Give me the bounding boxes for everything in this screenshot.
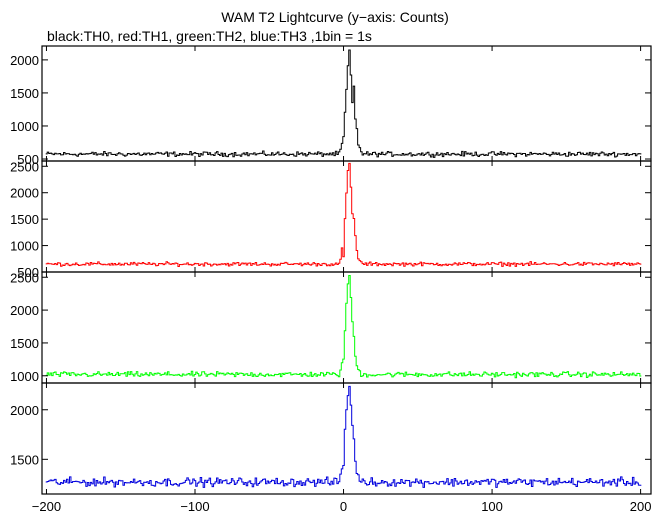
y-tick-label: 500 [17, 265, 39, 280]
panel-frame [41, 382, 652, 495]
panel-frame [41, 271, 652, 384]
y-tick-label: 2500 [10, 270, 39, 285]
y-tick-label: 2000 [10, 53, 39, 68]
y-tick-label: 1500 [10, 336, 39, 351]
series-line-th1 [45, 162, 642, 267]
x-axis: −200 −100 0 100 200 [32, 499, 652, 514]
panel-th2: 1000 1500 2000 2500 [10, 270, 652, 384]
x-tick-label: −200 [32, 499, 61, 514]
series-line-th2 [45, 274, 642, 379]
chart-subtitle: black:TH0, red:TH1, green:TH2, blue:TH3 … [47, 28, 372, 44]
y-tick-label: 1500 [10, 212, 39, 227]
y-tick-label: 1500 [10, 452, 39, 467]
chart-title: WAM T2 Lightcurve (y−axis: Counts) [221, 9, 449, 25]
panel-frame [41, 160, 652, 273]
y-tick-label: 1000 [10, 119, 39, 134]
panel-frame [41, 45, 652, 162]
y-tick-label: 1000 [10, 369, 39, 384]
panel-th1: 500 1000 1500 2000 2500 [10, 159, 652, 280]
y-tick-label: 2000 [10, 186, 39, 201]
chart-panels: 5001000150020005001000150020002500100015… [10, 45, 652, 495]
y-tick-label: 2000 [10, 403, 39, 418]
y-tick-label: 2500 [10, 159, 39, 174]
x-tick-label: 200 [630, 499, 652, 514]
y-tick-label: 1000 [10, 239, 39, 254]
series-line-th3 [45, 385, 642, 488]
y-tick-label: 1500 [10, 86, 39, 101]
x-tick-label: −100 [180, 499, 209, 514]
x-tick-label: 0 [340, 499, 347, 514]
y-tick-label: 2000 [10, 303, 39, 318]
series-line-th0 [45, 49, 642, 158]
x-tick-label: 100 [481, 499, 503, 514]
panel-th3: 1500 2000 [10, 382, 652, 495]
y-tick-label: 500 [17, 152, 39, 167]
panel-th0: 500 1000 1500 2000 [10, 45, 652, 167]
